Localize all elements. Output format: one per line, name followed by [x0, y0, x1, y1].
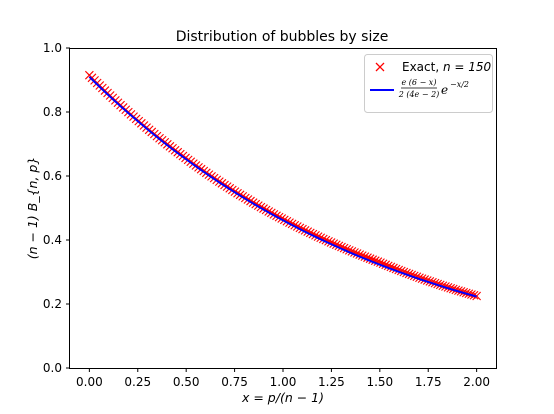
- y-tick-label: 0.2: [43, 297, 62, 311]
- legend: Exact, n = 150 e (6 − x) 2 (4e − 2) e −x…: [364, 54, 493, 113]
- legend-frame: [364, 54, 493, 113]
- y-axis-ticks: 0.0 0.2 0.4 0.6 0.8 1.0: [43, 41, 70, 375]
- x-tick-label: 0.75: [221, 375, 248, 389]
- legend-exact-marker: [375, 62, 385, 72]
- x-tick-label: 0.25: [124, 375, 151, 389]
- plot-marks: [84, 70, 482, 301]
- x-axis-ticks: 0.00 0.25 0.50 0.75 1.00 1.25 1.50 1.75 2.00: [76, 368, 490, 389]
- formula-line: [88, 76, 477, 298]
- x-tick-label: 0.50: [173, 375, 200, 389]
- y-tick-label: 0.6: [43, 169, 62, 183]
- y-tick-label: 1.0: [43, 41, 62, 55]
- legend-formula-denominator: 2 (4e − 2): [398, 90, 440, 99]
- legend-formula-numerator: e (6 − x): [402, 78, 437, 87]
- legend-formula-exp-power: −x/2: [450, 80, 469, 89]
- x-tick-label: 0.00: [76, 375, 103, 389]
- y-tick-label: 0.0: [43, 361, 62, 375]
- x-axis-label: x = p/(n − 1): [241, 390, 324, 405]
- legend-exact-n: n = 150: [443, 60, 492, 74]
- x-tick-label: 1.50: [366, 375, 393, 389]
- y-tick-label: 0.4: [43, 233, 62, 247]
- x-tick-label: 2.00: [463, 375, 490, 389]
- chart-title: Distribution of bubbles by size: [176, 29, 389, 45]
- y-axis-label: (n − 1) B_{n, p}: [25, 157, 40, 260]
- x-tick-label: 1.00: [270, 375, 297, 389]
- x-tick-label: 1.25: [318, 375, 345, 389]
- legend-exact-label: Exact, n = 150: [402, 60, 492, 74]
- y-tick-label: 0.8: [43, 105, 62, 119]
- legend-formula-exp-base: e: [441, 83, 448, 97]
- x-tick-label: 1.75: [415, 375, 442, 389]
- legend-exact-text: Exact,: [402, 60, 443, 74]
